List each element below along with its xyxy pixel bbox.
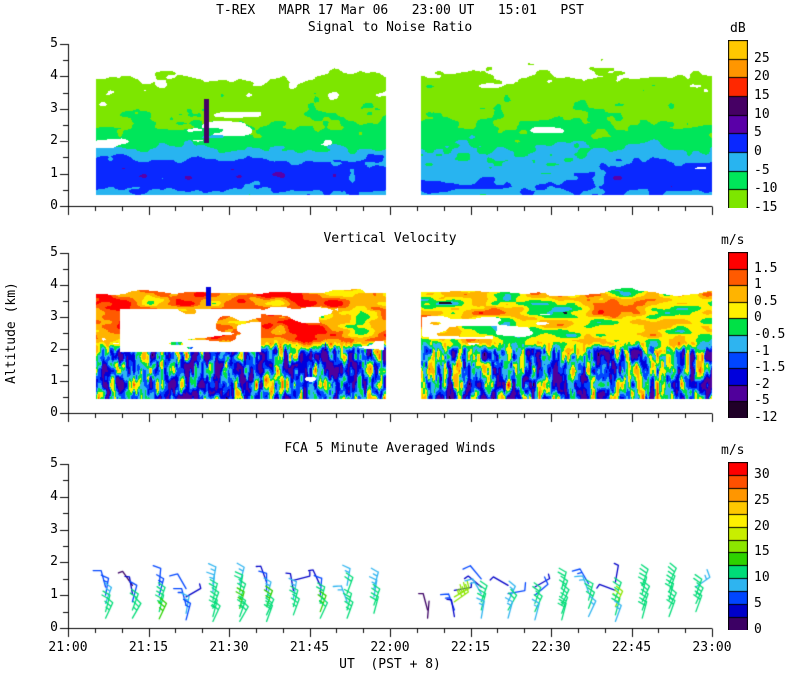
y-tick-label: 4	[50, 68, 58, 84]
y-tick-label: 4	[50, 277, 58, 292]
colorbar-tick-label: 10	[754, 570, 770, 586]
colorbar-tick-label: -5	[754, 162, 770, 178]
velocity-colorbar	[728, 252, 748, 418]
snr-heatmap-canvas	[40, 36, 718, 220]
figure-title: T-REX MAPR 17 Mar 06 23:00 UT 15:01 PST	[216, 3, 584, 18]
colorbar-tick-label: 30	[754, 466, 770, 482]
colorbar-tick-label: -5	[754, 393, 770, 409]
colorbar-tick-label: 25	[754, 492, 770, 508]
x-tick-label: 22:00	[370, 640, 410, 655]
snr-colorbar	[728, 40, 748, 208]
colorbar-tick-label: 20	[754, 69, 770, 85]
velocity-colorbar-unit: m/s	[721, 233, 745, 248]
colorbar-tick-label: 20	[754, 518, 770, 534]
colorbar-tick-label: 15	[754, 544, 770, 560]
colorbar-tick-label: 0	[754, 144, 762, 160]
colorbar-tick-label: 1	[754, 277, 762, 293]
winds-colorbar-unit: m/s	[721, 443, 745, 458]
y-tick-label: 3	[50, 521, 58, 537]
winds-colorbar	[728, 462, 748, 630]
y-tick-label: 1	[50, 165, 58, 181]
colorbar-tick-label: 5	[754, 125, 762, 141]
panel-winds-title: FCA 5 Minute Averaged Winds	[284, 441, 496, 456]
colorbar-tick-label: 25	[754, 50, 770, 66]
colorbar-tick-label: -1.5	[754, 360, 786, 376]
panel-snr-title: Signal to Noise Ratio	[307, 20, 473, 35]
panel-velocity-title: Vertical Velocity	[323, 231, 457, 246]
x-tick-label: 23:00	[692, 640, 732, 655]
colorbar-tick-label: -0.5	[754, 327, 786, 342]
y-tick-label: 5	[50, 245, 58, 260]
velocity-heatmap-canvas	[40, 245, 718, 427]
y-axis-title: Altitude (km)	[4, 282, 19, 384]
y-tick-label: 3	[50, 100, 58, 116]
x-tick-label: 22:15	[450, 640, 491, 655]
x-tick-label: 22:45	[611, 640, 652, 655]
colorbar-tick-label: -2	[754, 376, 770, 392]
y-tick-label: 2	[50, 133, 58, 149]
colorbar-tick-label: 0	[754, 310, 762, 326]
colorbar-tick-label: -12	[754, 410, 778, 425]
colorbar-tick-label: -10	[754, 181, 778, 197]
y-tick-label: 5	[50, 456, 58, 471]
x-tick-label: 21:45	[289, 640, 330, 655]
y-tick-label: 0	[50, 405, 58, 420]
x-tick-label: 22:30	[531, 640, 571, 655]
y-tick-label: 0	[50, 198, 58, 213]
colorbar-tick-label: 5	[754, 596, 762, 612]
colorbar-tick-label: 0	[754, 622, 762, 637]
y-tick-label: 2	[50, 554, 58, 570]
winds-barbs-canvas	[40, 456, 718, 642]
x-tick-label: 21:15	[128, 640, 169, 655]
colorbar-tick-label: 0.5	[754, 293, 778, 309]
colorbar-tick-label: -1	[754, 343, 770, 359]
snr-colorbar-unit: dB	[730, 21, 746, 36]
y-tick-label: 0	[50, 620, 58, 635]
colorbar-tick-label: 10	[754, 106, 770, 122]
x-tick-label: 21:00	[48, 640, 88, 655]
y-tick-label: 1	[50, 373, 58, 388]
x-tick-label: 21:30	[209, 640, 249, 655]
y-tick-label: 2	[50, 341, 58, 356]
x-axis-title: UT (PST + 8)	[339, 657, 441, 672]
colorbar-tick-label: -15	[754, 200, 778, 215]
y-tick-label: 4	[50, 488, 58, 504]
y-tick-label: 1	[50, 587, 58, 603]
colorbar-tick-label: 1.5	[754, 260, 778, 276]
y-tick-label: 5	[50, 36, 58, 51]
colorbar-tick-label: 15	[754, 87, 770, 103]
y-tick-label: 3	[50, 309, 58, 324]
